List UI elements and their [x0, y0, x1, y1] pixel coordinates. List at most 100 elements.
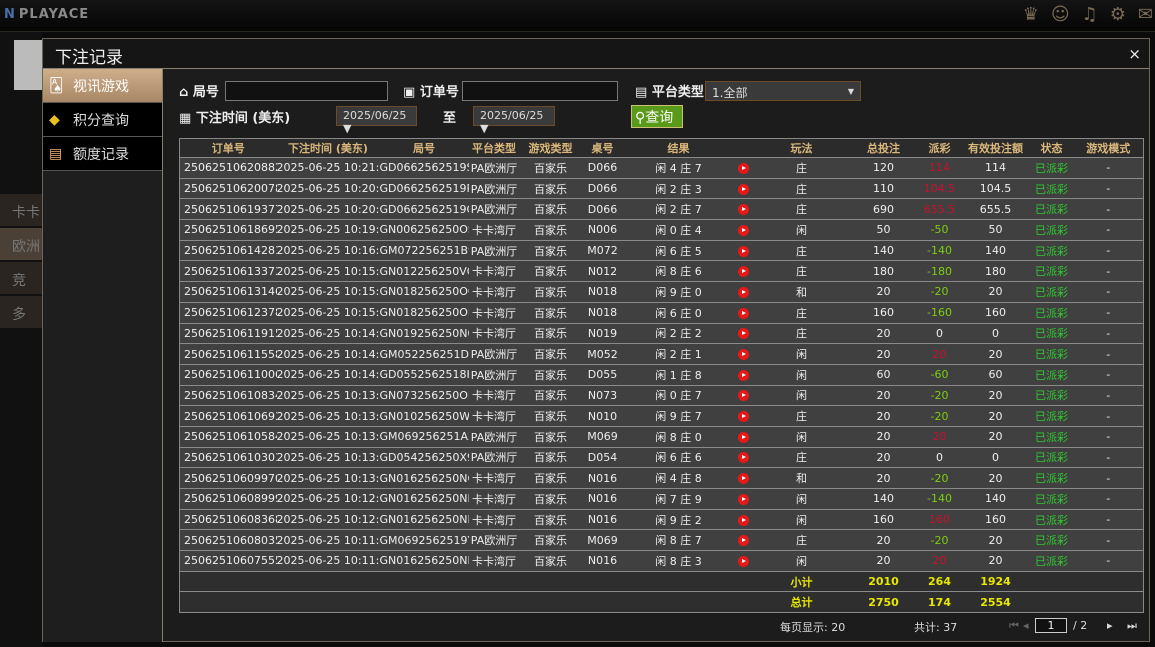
play-video-icon[interactable]	[738, 514, 749, 526]
play-video-icon[interactable]	[738, 535, 749, 547]
table-id: N019	[581, 322, 624, 344]
bet-time: 2025-06-25 10:14:25	[276, 343, 380, 365]
platform: 卡卡湾厅	[468, 550, 520, 572]
result: 闲 0 庄 4	[623, 219, 734, 241]
bet-type: 闲	[753, 363, 850, 386]
gear-icon[interactable]: ⚙	[1109, 4, 1126, 25]
table-row[interactable]: 2506251061237882025-06-25 10:15:01GN0182…	[179, 301, 1144, 323]
play-video-icon[interactable]	[738, 204, 749, 216]
table-row[interactable]: 2506251061083462025-06-25 10:13:54GN0732…	[179, 384, 1144, 406]
tab-live-games[interactable]: 🂡 视讯游戏	[43, 69, 162, 103]
play-video-icon[interactable]	[738, 493, 749, 505]
payout: 104.5	[917, 177, 962, 199]
play-video-icon[interactable]	[738, 473, 749, 485]
replay-cell	[733, 446, 754, 468]
payout: 0	[917, 322, 962, 344]
tab-points[interactable]: ◆ 积分查询	[43, 103, 162, 137]
game-mode: -	[1073, 446, 1144, 468]
play-video-icon[interactable]	[738, 183, 749, 195]
table-row[interactable]: 2506251061869532025-06-25 10:19:52GN0062…	[179, 219, 1144, 241]
close-icon[interactable]: ×	[1128, 45, 1141, 63]
table-row[interactable]: 2506251061155842025-06-25 10:14:25GM0522…	[179, 343, 1144, 365]
order-id: 250625106142810	[179, 239, 277, 261]
play-video-icon[interactable]	[738, 286, 749, 298]
bet-time: 2025-06-25 10:14:00	[276, 363, 380, 386]
table-row[interactable]: 2506251060836832025-06-25 10:12:05GN0162…	[179, 508, 1144, 530]
last-page-icon[interactable]: ⏭	[1127, 619, 1137, 632]
game-type: 百家乐	[519, 508, 582, 530]
vip-icon[interactable]: ♛	[1022, 4, 1039, 25]
tab-credit-records[interactable]: ▤ 额度记录	[43, 137, 162, 171]
table-row[interactable]: 2506251060755512025-06-25 10:11:29GN0162…	[179, 550, 1144, 572]
table-row[interactable]: 2506251061428102025-06-25 10:16:34GM0722…	[179, 239, 1144, 261]
platform-select[interactable]: 1.全部 ▼	[705, 81, 861, 101]
query-button[interactable]: ⚲查询	[631, 105, 683, 128]
total-bet: 60	[849, 363, 918, 386]
table-row[interactable]: 2506251061191542025-06-25 10:14:37GN0192…	[179, 322, 1144, 344]
bet-type: 庄	[753, 529, 850, 551]
result: 闲 7 庄 9	[623, 488, 734, 510]
play-video-icon[interactable]	[738, 245, 749, 257]
play-video-icon[interactable]	[738, 431, 749, 443]
round-label: ⌂ 局号	[179, 85, 219, 100]
play-video-icon[interactable]	[738, 266, 749, 278]
payout: -50	[917, 219, 962, 241]
table-row[interactable]: 2506251061337342025-06-25 10:15:47GN0122…	[179, 260, 1144, 282]
order-id: 250625106105848	[179, 425, 277, 448]
round-input[interactable]	[225, 81, 388, 101]
play-video-icon[interactable]	[738, 555, 749, 567]
platform-label: ▤ 平台类型	[635, 85, 704, 100]
round-id: GM072256251B9	[379, 239, 469, 261]
music-icon[interactable]: ♫	[1081, 4, 1098, 25]
first-page-icon[interactable]: ⏮	[1009, 619, 1019, 632]
date-to-select[interactable]: 2025/06/25 ▼	[473, 106, 555, 135]
table-row[interactable]: 2506251061069302025-06-25 10:13:47GN0102…	[179, 405, 1144, 427]
table-row[interactable]: 2506251061314612025-06-25 10:15:37GN0182…	[179, 281, 1144, 303]
message-icon[interactable]: ✉	[1137, 4, 1153, 25]
table-row[interactable]: 2506251060997032025-06-25 10:13:16GN0162…	[179, 467, 1144, 489]
result: 闲 2 庄 7	[623, 198, 734, 220]
play-video-icon[interactable]	[738, 349, 749, 361]
order-input[interactable]	[462, 81, 618, 101]
play-video-icon[interactable]	[738, 369, 749, 381]
payout: -160	[917, 301, 962, 323]
payout: 655.5	[917, 198, 962, 220]
next-page-icon[interactable]: ▸	[1107, 619, 1113, 632]
total-bet: 20	[849, 322, 918, 344]
table-id: N016	[581, 550, 624, 572]
spacer	[1029, 570, 1144, 592]
play-video-icon[interactable]	[738, 328, 749, 340]
play-video-icon[interactable]	[738, 411, 749, 423]
table-id: N016	[581, 488, 624, 510]
valid-bet: 20	[961, 529, 1030, 551]
play-video-icon[interactable]	[738, 162, 749, 174]
replay-cell	[733, 508, 754, 530]
prev-page-icon[interactable]: ◂	[1023, 619, 1029, 632]
bg-item: 多	[0, 296, 42, 328]
table-row[interactable]: 2506251061030112025-06-25 10:13:31GD0542…	[179, 446, 1144, 468]
page-input[interactable]: 1	[1035, 618, 1067, 633]
status: 已派彩	[1029, 157, 1074, 179]
play-video-icon[interactable]	[738, 390, 749, 402]
table-row[interactable]: 2506251062007832025-06-25 10:20:51GD0662…	[179, 177, 1144, 199]
game-mode: -	[1073, 363, 1144, 386]
table-row[interactable]: 2506251062088272025-06-25 10:21:23GD0662…	[179, 157, 1144, 179]
chat-support-icon[interactable]: ☺	[1050, 4, 1070, 25]
play-video-icon[interactable]	[738, 452, 749, 464]
payout: -180	[917, 260, 962, 282]
table-row[interactable]: 2506251060899942025-06-25 10:12:35GN0162…	[179, 488, 1144, 510]
bet-time: 2025-06-25 10:20:22	[276, 198, 380, 220]
bet-type: 和	[753, 281, 850, 303]
date-from-select[interactable]: 2025/06/25 ▼	[336, 106, 417, 135]
search-icon: ⚲	[635, 110, 646, 126]
bet-time: 2025-06-25 10:15:01	[276, 301, 380, 323]
game-type: 百家乐	[519, 550, 582, 572]
play-video-icon[interactable]	[738, 307, 749, 319]
table-row[interactable]: 2506251061937782025-06-25 10:20:22GD0662…	[179, 198, 1144, 220]
table-row[interactable]: 2506251061058482025-06-25 10:13:41GM0692…	[179, 425, 1144, 448]
round-id: GN019256250N0	[379, 322, 469, 344]
table-row[interactable]: 2506251060803572025-06-25 10:11:50GM0692…	[179, 529, 1144, 551]
table-row[interactable]: 2506251061100632025-06-25 10:14:00GD0552…	[179, 363, 1144, 386]
play-video-icon[interactable]	[738, 224, 749, 236]
column-header: 总投注	[849, 138, 918, 158]
